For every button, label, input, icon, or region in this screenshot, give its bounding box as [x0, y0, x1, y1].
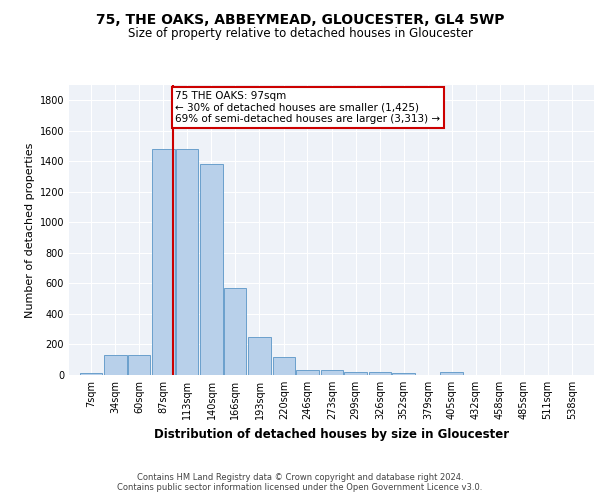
Bar [248, 337, 271, 375]
Text: 75, THE OAKS, ABBEYMEAD, GLOUCESTER, GL4 5WP: 75, THE OAKS, ABBEYMEAD, GLOUCESTER, GL4… [96, 12, 504, 26]
Text: 75 THE OAKS: 97sqm
← 30% of detached houses are smaller (1,425)
69% of semi-deta: 75 THE OAKS: 97sqm ← 30% of detached hou… [175, 91, 440, 124]
Bar [369, 372, 391, 375]
Bar [344, 372, 367, 375]
Bar [104, 355, 127, 375]
Bar [200, 164, 223, 375]
Text: Contains public sector information licensed under the Open Government Licence v3: Contains public sector information licen… [118, 483, 482, 492]
X-axis label: Distribution of detached houses by size in Gloucester: Distribution of detached houses by size … [154, 428, 509, 440]
Y-axis label: Number of detached properties: Number of detached properties [25, 142, 35, 318]
Bar [296, 370, 319, 375]
Bar [128, 355, 150, 375]
Bar [224, 288, 246, 375]
Text: Size of property relative to detached houses in Gloucester: Size of property relative to detached ho… [128, 28, 473, 40]
Bar [80, 372, 102, 375]
Bar [440, 372, 463, 375]
Text: Contains HM Land Registry data © Crown copyright and database right 2024.: Contains HM Land Registry data © Crown c… [137, 472, 463, 482]
Bar [152, 149, 175, 375]
Bar [321, 370, 343, 375]
Bar [272, 358, 295, 375]
Bar [392, 372, 415, 375]
Bar [176, 149, 198, 375]
